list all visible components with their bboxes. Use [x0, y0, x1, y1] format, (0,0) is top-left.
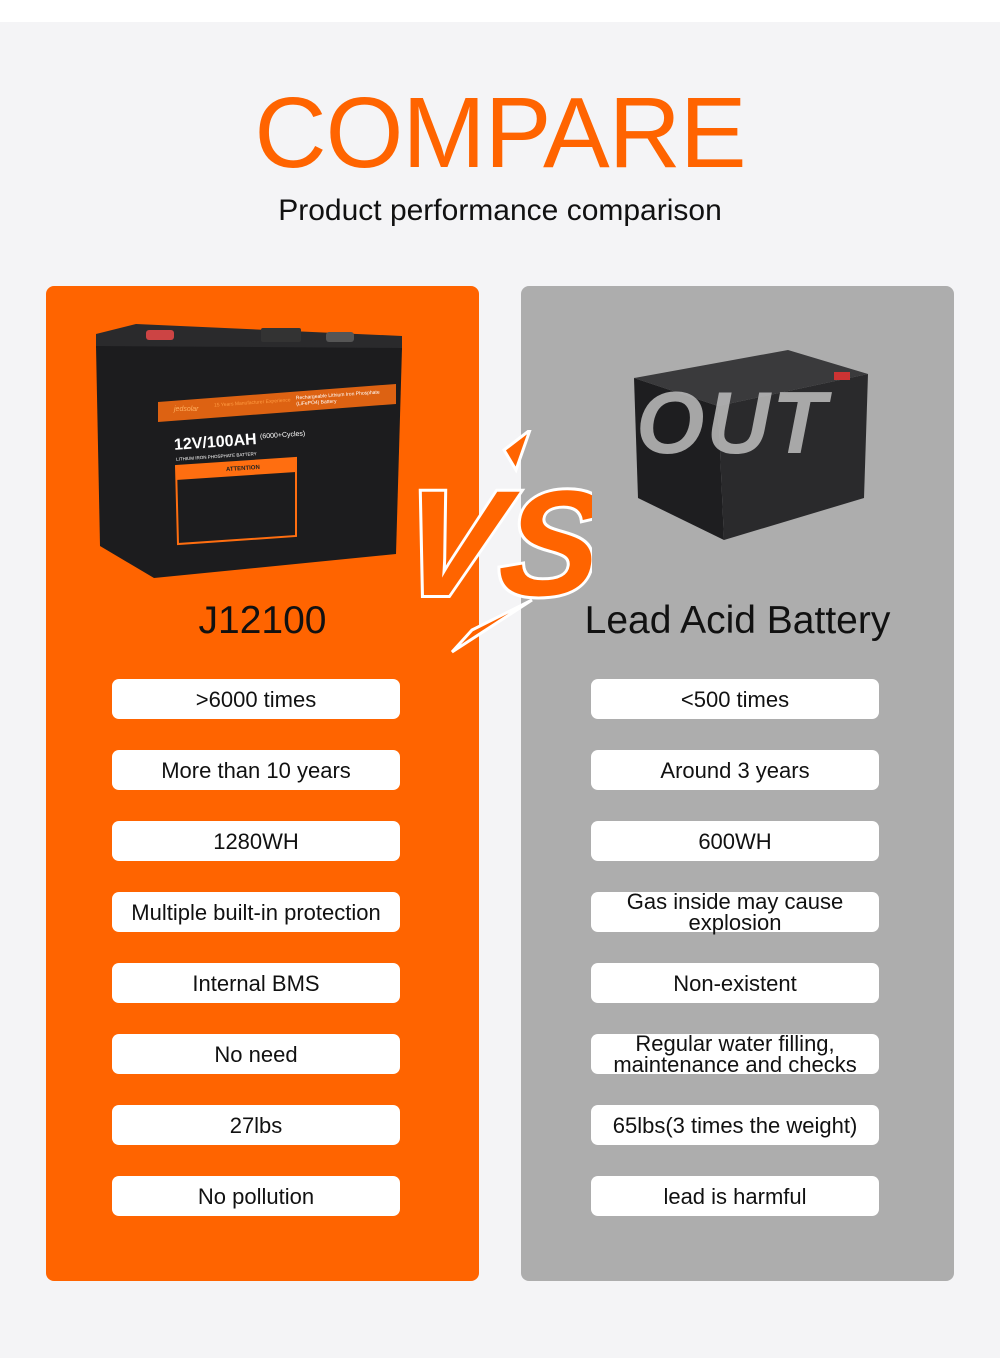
left-feature-pill: >6000 times	[112, 679, 400, 719]
vs-text: VS	[412, 460, 592, 627]
right-feature-pill: Around 3 years	[591, 750, 879, 790]
left-feature-pill: 1280WH	[112, 821, 400, 861]
top-band	[0, 0, 1000, 22]
right-feature-pill: Gas inside may cause explosion	[591, 889, 879, 935]
lifepo4-battery-image: jedsolar 15 Years Manufacturer Experienc…	[96, 322, 406, 580]
feature-text: Gas inside may cause	[626, 889, 844, 914]
left-feature-pill: Internal BMS	[112, 963, 400, 1003]
feature-text: Regular water filling,	[635, 1031, 835, 1056]
feature-text: 27lbs	[229, 1112, 283, 1138]
feature-text: Multiple built-in protection	[131, 899, 381, 925]
feature-text: 600WH	[698, 828, 772, 854]
right-feature-pill: Non-existent	[591, 963, 879, 1003]
lead-acid-battery-image	[628, 348, 873, 540]
page-title: COMPARE	[254, 77, 746, 189]
right-feature-pill: 600WH	[591, 821, 879, 861]
feature-text: maintenance and checks	[613, 1052, 857, 1077]
left-feature-pill: No need	[112, 1034, 400, 1074]
feature-text: >6000 times	[195, 686, 317, 712]
feature-text: More than 10 years	[161, 757, 351, 783]
feature-text: <500 times	[680, 686, 790, 712]
lifepo4-product-name: J12100	[198, 599, 327, 642]
feature-text: No need	[214, 1041, 298, 1067]
left-feature-pill: 27lbs	[112, 1105, 400, 1145]
right-feature-pill: 65lbs(3 times the weight)	[591, 1105, 879, 1145]
page-subtitle: Product performance comparison	[278, 194, 722, 227]
feature-text: No pollution	[197, 1183, 315, 1209]
feature-text: Around 3 years	[660, 757, 810, 783]
vs-badge: VS	[387, 425, 617, 660]
feature-text: lead is harmful	[663, 1183, 807, 1209]
battery-brand: jedsolar	[174, 406, 199, 413]
right-feature-pill: <500 times	[591, 679, 879, 719]
left-feature-pill: No pollution	[112, 1176, 400, 1216]
feature-text: 1280WH	[213, 828, 299, 854]
feature-text: 65lbs(3 times the weight)	[612, 1112, 858, 1138]
lead-acid-product-name: Lead Acid Battery	[584, 599, 891, 642]
feature-text: Internal BMS	[192, 970, 320, 996]
feature-text: Non-existent	[673, 970, 797, 996]
feature-text: explosion	[688, 910, 782, 935]
left-feature-pill: More than 10 years	[112, 750, 400, 790]
right-feature-pill: lead is harmful	[591, 1176, 879, 1216]
out-overlay-text: OUT	[636, 373, 828, 472]
right-feature-pill: Regular water filling, maintenance and ch…	[591, 1031, 879, 1077]
left-feature-pill: Multiple built-in protection	[112, 892, 400, 932]
